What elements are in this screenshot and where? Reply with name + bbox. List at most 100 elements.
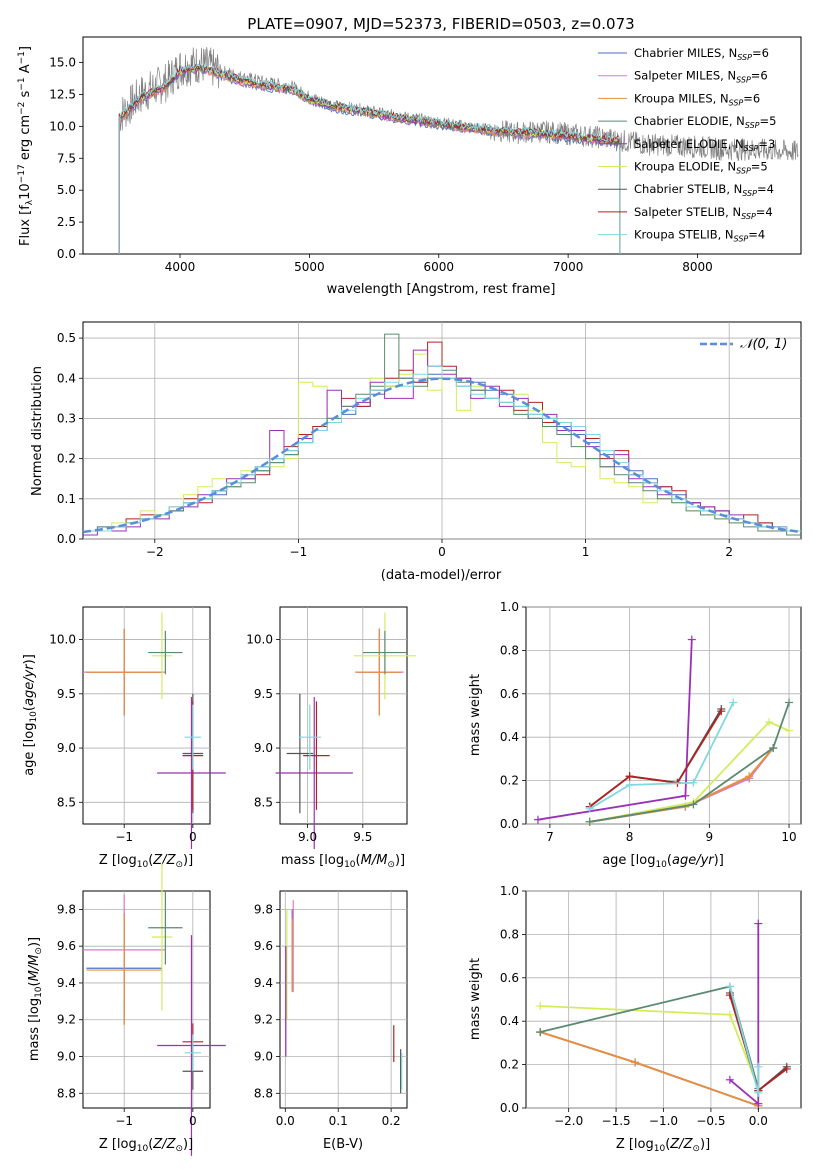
y-tick-label: 0.4 (500, 1014, 519, 1028)
y-tick-label: 0.4 (500, 730, 519, 744)
model-spectrum-line (118, 63, 621, 254)
residual-histogram (83, 365, 801, 532)
mass-vs-metallicity-xlabel: Z [log10(Z/Z⊙)] (99, 1137, 193, 1154)
x-tick-label: 0.2 (382, 1114, 401, 1128)
y-tick-label: 9.8 (254, 902, 273, 916)
x-tick-label: 0.1 (329, 1114, 348, 1128)
y-tick-label: 10.0 (49, 119, 76, 133)
weight-line (540, 1005, 760, 1089)
legend-label: Salpeter MILES, NSSP=6 (634, 69, 768, 85)
legend-label: Chabrier STELIB, NSSP=4 (634, 182, 774, 198)
weight-vs-metallicity-panel: −2.0 −1.5 −1.0 −0.5 0.0 0.0 0.2 0.4 0.6 0.8 1.0 Z … (468, 884, 802, 1154)
model-spectrum-line (118, 62, 621, 254)
y-tick-label: 7.5 (57, 151, 76, 165)
model-spectrum-line (118, 64, 621, 254)
y-tick-label: 8.5 (254, 795, 273, 809)
x-tick-label: 6000 (423, 260, 454, 274)
x-tick-label: 9.0 (298, 830, 317, 844)
x-tick-label: 7000 (553, 260, 584, 274)
x-tick-label: 0 (438, 545, 446, 559)
y-tick-label: 0.2 (500, 774, 519, 788)
residuals-plot-area (82, 322, 802, 540)
y-tick-label: 1.0 (500, 600, 519, 614)
mass-vs-ebv-plot-area (280, 891, 407, 1108)
age-vs-mass-panel: 9.0 9.5 8.5 9.0 9.5 10.0 mass [log10(M/M⊙)] (246, 606, 416, 870)
y-tick-label: 9.5 (254, 687, 273, 701)
y-tick-label: 9.0 (254, 741, 273, 755)
y-tick-label: 15.0 (49, 56, 76, 70)
legend-label: Kroupa MILES, NSSP=6 (634, 91, 760, 107)
x-tick-label: 5000 (294, 260, 325, 274)
residuals-ticks: −2 −1 0 1 2 0.0 0.1 0.2 0.3 0.4 0.5 (57, 331, 733, 559)
x-tick-label: 2 (725, 545, 733, 559)
y-tick-label: 10.0 (49, 633, 76, 647)
y-tick-label: 8.8 (254, 1086, 273, 1100)
mass-vs-metallicity-ylabel: mass [log10(M/M⊙)] (27, 937, 44, 1061)
weight-vs-metallicity-ticks: −2.0 −1.5 −1.0 −0.5 0.0 0.0 0.2 0.4 0.6 0.8 1.0 (500, 884, 768, 1128)
weight-line (539, 1031, 759, 1107)
residuals-ylabel: Normed distribution (30, 366, 45, 496)
weight-line (589, 710, 723, 808)
y-tick-label: 5.0 (57, 183, 76, 197)
x-tick-label: 8000 (682, 260, 713, 274)
age-vs-metallicity-panel: −1 0 8.5 9.0 9.5 10.0 Z [log10(Z/Z⊙)] age [lo… (22, 606, 226, 870)
y-tick-label: 9.5 (57, 687, 76, 701)
weight-line (539, 985, 760, 1089)
spectrum-panel: 4000 5000 6000 7000 8000 0.0 2.5 5.0 7.5 10.0 12.5… (17, 36, 802, 297)
y-tick-label: 12.5 (49, 87, 76, 101)
weight-vs-metallicity-ylabel: mass weight (468, 958, 483, 1040)
y-tick-label: 0.6 (500, 971, 519, 985)
x-tick-label: 10 (781, 830, 796, 844)
y-tick-label: 9.2 (254, 1013, 273, 1027)
x-tick-label: −1 (290, 545, 308, 559)
age-vs-metallicity-xlabel: Z [log10(Z/Z⊙)] (99, 853, 193, 870)
y-tick-label: 0.1 (57, 492, 76, 506)
gaussian-curve (82, 377, 802, 534)
y-tick-label: 0.2 (500, 1058, 519, 1072)
age-vs-mass-plot-area (275, 607, 416, 849)
y-tick-label: 2.5 (57, 215, 76, 229)
legend-label: Chabrier ELODIE, NSSP=5 (634, 114, 776, 130)
age-vs-metallicity-ylabel: age [log10(age/yr)] (22, 654, 39, 776)
weight-vs-age-xlabel: age [log10(age/yr)] (602, 853, 724, 870)
y-tick-label: 0.5 (57, 331, 76, 345)
mass-vs-ebv-panel: 0.0 0.1 0.2 8.8 9.0 9.2 9.4 9.6 9.8 E(B-V) (254, 890, 408, 1152)
mass-vs-ebv-frame (279, 890, 408, 1109)
y-tick-label: 9.6 (254, 939, 273, 953)
y-tick-label: 0.4 (57, 371, 76, 385)
y-tick-label: 0.8 (500, 643, 519, 657)
age-vs-metallicity-plot-area (83, 607, 226, 849)
age-vs-metallicity-frame (82, 606, 211, 825)
spectrum-ticks: 4000 5000 6000 7000 8000 0.0 2.5 5.0 7.5 10.0 12.5… (49, 56, 712, 274)
y-tick-label: 8.8 (57, 1086, 76, 1100)
model-spectrum-line (118, 66, 621, 254)
spectrum-ylabel: Flux [fλ10−17 erg cm−2 s−1 A−1] (17, 46, 35, 246)
y-tick-label: 9.4 (254, 976, 273, 990)
x-tick-label: 0.0 (276, 1114, 295, 1128)
x-tick-label: 0 (189, 830, 197, 844)
legend-label: Salpeter ELODIE, NSSP=3 (634, 137, 775, 153)
y-tick-label: 0.6 (500, 687, 519, 701)
mass-vs-ebv-ticks: 0.0 0.1 0.2 8.8 9.0 9.2 9.4 9.6 9.8 (254, 902, 401, 1128)
legend-label: Kroupa STELIB, NSSP=4 (634, 228, 765, 244)
weight-vs-age-ticks: 7 8 9 10 0.0 0.2 0.4 0.6 0.8 1.0 (500, 600, 797, 844)
model-spectrum-line (118, 63, 621, 254)
y-tick-label: 9.2 (57, 1013, 76, 1027)
y-tick-label: 0.3 (57, 411, 76, 425)
y-tick-label: 10.0 (246, 633, 273, 647)
x-tick-label: −1.0 (649, 1114, 678, 1128)
y-tick-label: 0.0 (500, 1101, 519, 1115)
model-spectrum-line (118, 63, 621, 254)
model-spectrum-line (118, 68, 621, 254)
figure-title: PLATE=0907, MJD=52373, FIBERID=0503, z=0… (247, 15, 634, 33)
age-vs-metallicity-ticks: −1 0 8.5 9.0 9.5 10.0 (49, 633, 196, 844)
weight-vs-metallicity-plot-area (526, 890, 801, 1110)
y-tick-label: 1.0 (500, 884, 519, 898)
x-tick-label: 4000 (165, 260, 196, 274)
weight-line (589, 720, 790, 823)
legend-label: Kroupa ELODIE, NSSP=5 (634, 160, 768, 176)
y-tick-label: 0.8 (500, 927, 519, 941)
x-tick-label: 9.5 (353, 830, 372, 844)
x-tick-label: −1.5 (602, 1114, 631, 1128)
